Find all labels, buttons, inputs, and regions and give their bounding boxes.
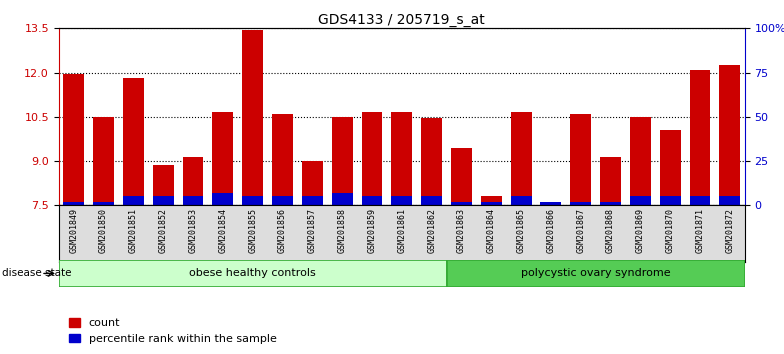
Bar — [720, 65, 740, 205]
Text: GSM201851: GSM201851 — [129, 208, 138, 253]
Text: GSM201867: GSM201867 — [576, 208, 586, 253]
Bar — [212, 113, 234, 205]
Bar — [93, 202, 114, 205]
Text: GSM201858: GSM201858 — [338, 208, 347, 253]
Legend: count, percentile rank within the sample: count, percentile rank within the sample — [64, 314, 281, 348]
Bar — [451, 148, 472, 205]
Text: GSM201854: GSM201854 — [218, 208, 227, 253]
Text: GSM201856: GSM201856 — [278, 208, 287, 253]
Title: GDS4133 / 205719_s_at: GDS4133 / 205719_s_at — [318, 13, 485, 27]
Bar — [391, 196, 412, 205]
Bar — [59, 260, 447, 287]
Text: polycystic ovary syndrome: polycystic ovary syndrome — [521, 268, 670, 279]
Bar — [153, 166, 173, 205]
Bar — [570, 114, 591, 205]
Bar — [332, 117, 353, 205]
Bar — [690, 70, 710, 205]
Text: GSM201863: GSM201863 — [457, 208, 466, 253]
Bar — [183, 196, 204, 205]
Text: GSM201852: GSM201852 — [158, 208, 168, 253]
Bar — [64, 202, 84, 205]
Bar — [447, 260, 745, 287]
Bar — [302, 196, 323, 205]
Bar — [481, 196, 502, 205]
Bar — [242, 30, 263, 205]
Bar — [510, 196, 532, 205]
Text: GSM201853: GSM201853 — [188, 208, 198, 253]
Text: GSM201849: GSM201849 — [69, 208, 78, 253]
Bar — [660, 196, 681, 205]
Bar — [630, 117, 651, 205]
Text: GSM201869: GSM201869 — [636, 208, 645, 253]
Bar — [690, 196, 710, 205]
Text: GSM201868: GSM201868 — [606, 208, 615, 253]
Text: GSM201864: GSM201864 — [487, 208, 495, 253]
Bar — [421, 118, 442, 205]
Text: GSM201857: GSM201857 — [308, 208, 317, 253]
Bar — [93, 117, 114, 205]
Bar — [660, 130, 681, 205]
Bar — [361, 196, 383, 205]
Text: GSM201870: GSM201870 — [666, 208, 675, 253]
Text: GSM201866: GSM201866 — [546, 208, 555, 253]
Bar — [212, 193, 234, 205]
Bar — [600, 157, 621, 205]
Bar — [720, 196, 740, 205]
Text: GSM201859: GSM201859 — [368, 208, 376, 253]
Bar — [570, 202, 591, 205]
Bar — [123, 196, 143, 205]
Bar — [183, 157, 204, 205]
Bar — [332, 193, 353, 205]
Bar — [391, 113, 412, 205]
Bar — [272, 114, 293, 205]
Bar — [64, 74, 84, 205]
Text: GSM201862: GSM201862 — [427, 208, 436, 253]
Bar — [123, 79, 143, 205]
Bar — [272, 196, 293, 205]
Bar — [421, 196, 442, 205]
Text: GSM201855: GSM201855 — [249, 208, 257, 253]
Bar — [630, 196, 651, 205]
Bar — [540, 202, 561, 205]
Text: obese healthy controls: obese healthy controls — [189, 268, 316, 279]
Bar — [481, 202, 502, 205]
Bar — [510, 113, 532, 205]
Text: GSM201850: GSM201850 — [99, 208, 108, 253]
Bar — [302, 161, 323, 205]
Text: disease state: disease state — [2, 268, 71, 278]
Text: GSM201871: GSM201871 — [695, 208, 705, 253]
Text: GSM201872: GSM201872 — [725, 208, 735, 253]
Text: GSM201865: GSM201865 — [517, 208, 525, 253]
Bar — [242, 196, 263, 205]
Bar — [600, 202, 621, 205]
Text: GSM201861: GSM201861 — [397, 208, 406, 253]
Bar — [361, 113, 383, 205]
Bar — [451, 202, 472, 205]
Bar — [153, 196, 173, 205]
